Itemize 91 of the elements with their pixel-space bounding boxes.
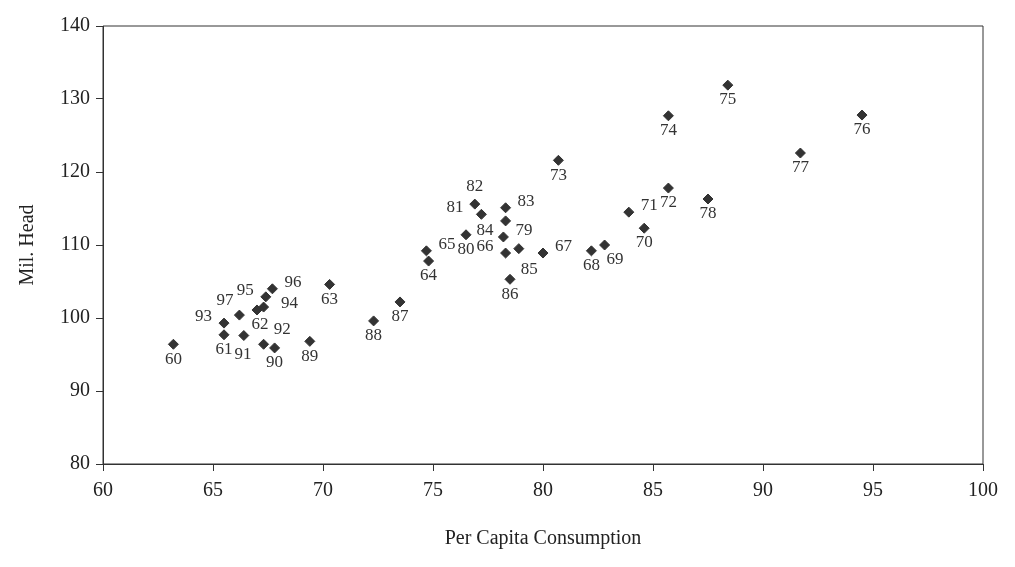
- point: [167, 338, 179, 350]
- annotation: 73: [549, 164, 567, 184]
- annotation: 83: [517, 190, 535, 210]
- annotation: 69: [606, 249, 624, 269]
- point: [218, 329, 230, 341]
- annotation: 64: [420, 265, 438, 285]
- annotation: 79: [515, 219, 533, 239]
- point: [504, 273, 516, 285]
- point: [460, 229, 472, 241]
- annotation: 86: [501, 283, 519, 303]
- y-tick-label: 120: [60, 159, 90, 182]
- annotation: 89: [301, 345, 319, 365]
- x-tick-label: 100: [968, 478, 998, 501]
- annotation: 67: [555, 236, 573, 256]
- point: [368, 315, 380, 327]
- x-tick-label: 90: [753, 478, 773, 501]
- annotation: 71: [640, 195, 658, 215]
- y-tick-label: 100: [60, 305, 90, 328]
- y-tick-label: 130: [60, 86, 90, 109]
- annotation: 81: [446, 197, 464, 217]
- annotation: 93: [195, 306, 212, 326]
- point: [722, 79, 734, 91]
- point: [552, 154, 564, 166]
- point: [638, 222, 650, 234]
- point: [469, 198, 481, 210]
- point: [599, 239, 611, 251]
- annotation: 70: [635, 232, 653, 252]
- annotation: 85: [520, 258, 538, 278]
- annotation: 95: [236, 279, 254, 299]
- x-tick-label: 60: [93, 478, 113, 501]
- annotation: 61: [215, 339, 233, 359]
- annotation: 91: [234, 343, 252, 363]
- x-axis-title: Per Capita Consumption: [444, 526, 642, 550]
- point: [420, 245, 432, 257]
- annotation: 68: [582, 255, 600, 275]
- point: [662, 182, 674, 194]
- y-axis-title: Mil. Head: [15, 204, 38, 286]
- x-tick-label: 80: [533, 478, 553, 501]
- annotation: 75: [719, 89, 737, 109]
- x-tick-label: 95: [863, 478, 883, 501]
- y-tick-label: 80: [70, 451, 90, 474]
- annotation: 94: [281, 292, 299, 312]
- annotation: 87: [391, 306, 409, 326]
- annotation: 92: [273, 318, 291, 338]
- point: [702, 193, 714, 205]
- annotation: 77: [791, 157, 810, 177]
- annotation: 78: [699, 203, 717, 223]
- point: [497, 231, 509, 243]
- point: [260, 291, 272, 303]
- y-tick-label: 140: [60, 13, 90, 36]
- point: [233, 309, 245, 321]
- point: [423, 255, 435, 267]
- point: [513, 243, 525, 255]
- point: [585, 245, 597, 257]
- y-tick-label: 90: [70, 378, 90, 401]
- point: [475, 208, 487, 220]
- point: [218, 317, 230, 329]
- annotation: 60: [164, 348, 182, 368]
- annotation: 76: [853, 119, 871, 139]
- annotation: 96: [284, 271, 302, 291]
- annotation: 74: [659, 120, 678, 140]
- point: [269, 342, 281, 354]
- x-tick-label: 65: [203, 478, 223, 501]
- point: [662, 110, 674, 122]
- point: [238, 330, 250, 342]
- annotation: 72: [659, 192, 677, 212]
- point: [537, 247, 549, 259]
- annotation: 82: [466, 176, 484, 196]
- point: [623, 206, 635, 218]
- x-tick-label: 75: [423, 478, 443, 501]
- annotation: 63: [321, 288, 339, 308]
- annotation: 97: [216, 290, 235, 310]
- x-tick-label: 85: [643, 478, 663, 501]
- point: [266, 283, 278, 295]
- point: [856, 109, 868, 121]
- point: [324, 278, 336, 290]
- point: [500, 202, 512, 214]
- point: [394, 296, 406, 308]
- annotation: 80: [457, 239, 475, 259]
- point: [794, 147, 806, 159]
- annotation: 88: [365, 325, 383, 345]
- point: [258, 301, 270, 313]
- point: [304, 335, 316, 347]
- annotation: 90: [266, 352, 284, 372]
- annotation: 65: [438, 233, 456, 253]
- point: [500, 247, 512, 259]
- y-tick-label: 110: [60, 232, 90, 255]
- point: [500, 215, 512, 227]
- point: [258, 338, 270, 350]
- annotation: 62: [251, 314, 269, 334]
- x-tick-label: 70: [313, 478, 333, 501]
